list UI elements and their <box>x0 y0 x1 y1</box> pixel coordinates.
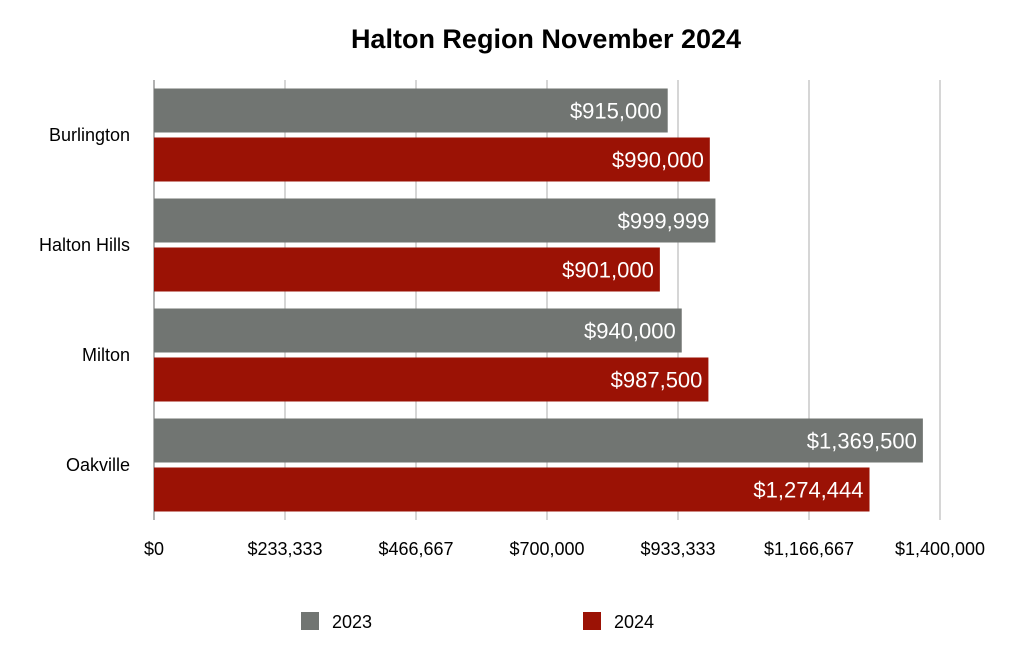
x-tick-label: $233,333 <box>247 539 322 559</box>
x-tick-label: $700,000 <box>509 539 584 559</box>
bar <box>154 467 870 512</box>
bar <box>154 247 660 292</box>
data-label: $940,000 <box>584 319 676 344</box>
chart-title: Halton Region November 2024 <box>350 24 742 54</box>
category-label: Milton <box>82 345 130 365</box>
x-tick-label: $1,166,667 <box>764 539 854 559</box>
legend-swatch <box>301 612 319 630</box>
x-tick-label: $0 <box>144 539 164 559</box>
data-label: $915,000 <box>570 99 662 124</box>
legend-label: 2023 <box>332 612 372 632</box>
category-label: Oakville <box>66 455 130 475</box>
data-label: $999,999 <box>618 209 710 234</box>
data-label: $990,000 <box>612 148 704 173</box>
bar <box>154 198 716 243</box>
bar <box>154 137 710 182</box>
bar <box>154 357 709 402</box>
data-label: $1,274,444 <box>753 478 863 503</box>
bar <box>154 418 923 463</box>
legend-swatch <box>583 612 601 630</box>
bar <box>154 308 682 353</box>
data-label: $901,000 <box>562 258 654 283</box>
x-tick-label: $933,333 <box>640 539 715 559</box>
data-label: $1,369,500 <box>807 429 917 454</box>
data-label: $987,500 <box>611 368 703 393</box>
x-tick-label: $466,667 <box>378 539 453 559</box>
legend-label: 2024 <box>614 612 654 632</box>
category-label: Burlington <box>49 125 130 145</box>
x-tick-label: $1,400,000 <box>895 539 985 559</box>
category-label: Halton Hills <box>39 235 130 255</box>
bar <box>154 88 668 133</box>
